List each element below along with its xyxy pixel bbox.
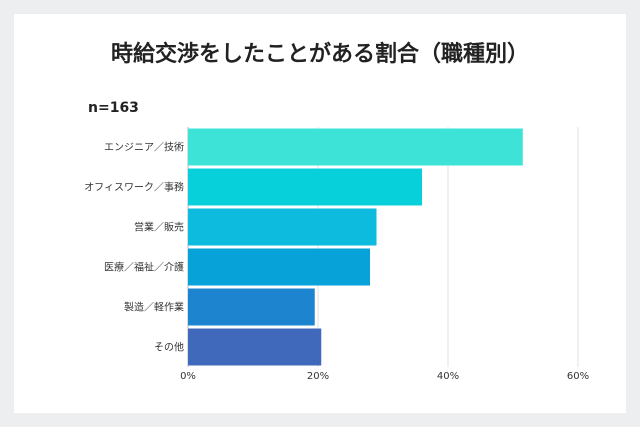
bar — [188, 128, 523, 166]
bar — [188, 208, 377, 246]
bar — [188, 168, 422, 206]
x-tick-label: 0% — [180, 371, 196, 382]
bar-chart: 0% 20% 40% 60% エンジニア／技術オフィスワーク／事務営業／販売医療／福祉／… — [84, 127, 589, 382]
category-label: エンジニア／技術 — [104, 141, 184, 154]
x-tick-label: 20% — [307, 371, 329, 382]
category-label: その他 — [154, 341, 184, 354]
bar — [188, 288, 315, 326]
category-label: 医療／福祉／介護 — [104, 261, 184, 274]
chart-title: 時給交渉をしたことがある割合（職種別） — [110, 42, 529, 67]
category-label: 製造／軽作業 — [124, 301, 184, 314]
sample-size-label: n=163 — [88, 100, 139, 116]
category-label: 営業／販売 — [134, 221, 184, 234]
x-tick-label: 60% — [567, 371, 589, 382]
bar — [188, 248, 370, 286]
category-label: オフィスワーク／事務 — [84, 181, 184, 194]
x-tick-label: 40% — [437, 371, 459, 382]
bar — [188, 328, 322, 366]
chart-card: 時給交渉をしたことがある割合（職種別） n=163 0% 20% 40% 60% エンジ… — [14, 14, 626, 413]
